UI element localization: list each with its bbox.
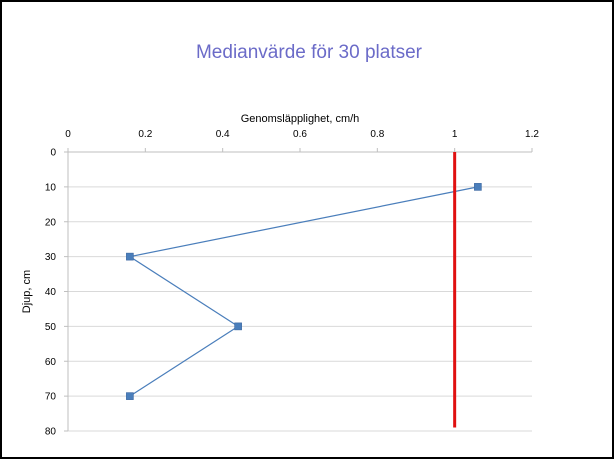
chart-title: Medianvärde för 30 platser bbox=[195, 42, 422, 63]
gridlines bbox=[68, 186, 532, 432]
x-axis-label: Genomsläpplighet, cm/h bbox=[241, 113, 360, 125]
y-tick-label: 20 bbox=[45, 217, 57, 228]
x-tick-label: 0.8 bbox=[370, 129, 384, 140]
x-tick-label: 0.2 bbox=[138, 129, 152, 140]
y-tick-label: 60 bbox=[45, 357, 57, 368]
axes: 0 10 20 30 40 50 60 70 80 0 0.2 0.4 0.6 0.8 1 1.2 bbox=[45, 129, 540, 438]
x-tick-label: 0.4 bbox=[216, 129, 230, 140]
x-tick-label: 0 bbox=[65, 129, 71, 140]
data-point bbox=[126, 392, 134, 400]
y-tick-label: 10 bbox=[45, 182, 57, 193]
y-tick-label: 30 bbox=[45, 252, 57, 263]
data-point bbox=[474, 183, 482, 191]
x-tick-label: 1 bbox=[452, 129, 458, 140]
data-point bbox=[126, 252, 134, 261]
x-tick-label: 1.2 bbox=[525, 129, 539, 140]
series-line bbox=[128, 186, 478, 397]
y-tick-label: 40 bbox=[45, 287, 57, 298]
y-tick-label: 80 bbox=[45, 427, 57, 438]
y-tick-label: 70 bbox=[45, 392, 57, 403]
y-axis-label: Djup, cm bbox=[21, 270, 33, 313]
data-point bbox=[234, 322, 242, 331]
x-tick-label: 0.6 bbox=[293, 129, 307, 140]
y-tick-label: 0 bbox=[50, 148, 56, 159]
data-series bbox=[126, 183, 482, 400]
y-tick-label: 50 bbox=[45, 322, 57, 333]
